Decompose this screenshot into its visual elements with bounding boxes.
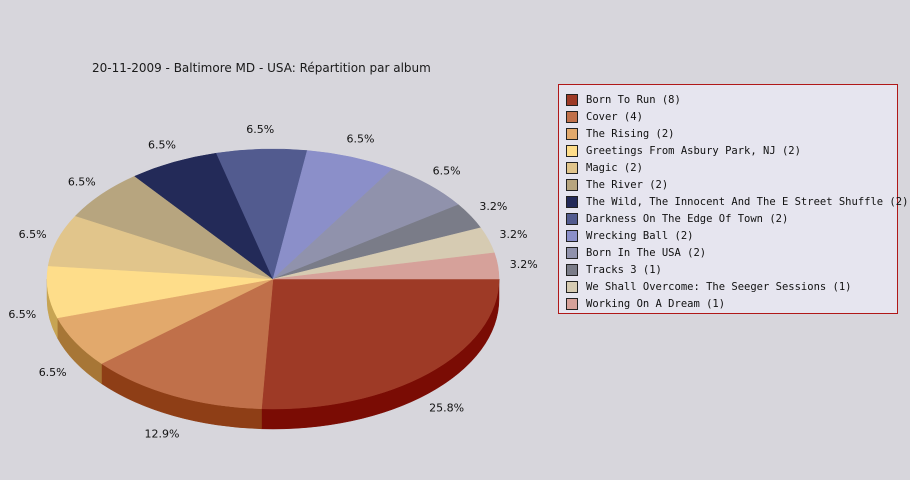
legend-label: Greetings From Asbury Park, NJ (2): [586, 144, 801, 157]
legend-label: We Shall Overcome: The Seeger Sessions (…: [586, 280, 852, 293]
chart-legend: Born To Run (8) Cover (4) The Rising (2) Gr…: [558, 84, 908, 314]
legend-label: Born In The USA (2): [586, 246, 707, 259]
pie-slice: [101, 278, 274, 410]
legend-swatch: [566, 229, 578, 242]
pie-percent-label: 6.5%: [433, 164, 461, 177]
legend-label: Magic (2): [586, 161, 643, 174]
legend-item: Tracks 3 (1): [566, 261, 897, 278]
legend-swatch: [566, 144, 578, 157]
legend-item: Wrecking Ball (2): [566, 227, 897, 244]
pie-percent-label: 6.5%: [347, 132, 375, 145]
pie-percent-label: 3.2%: [499, 228, 527, 241]
legend-swatch: [566, 263, 578, 276]
pie-percent-label: 25.8%: [429, 402, 464, 415]
pie-slice: [272, 252, 500, 280]
legend-swatch: [566, 297, 578, 310]
legend-label: Darkness On The Edge Of Town (2): [586, 212, 789, 225]
legend-label: Cover (4): [586, 110, 643, 123]
legend-swatch: [566, 195, 578, 208]
legend-label: Tracks 3 (1): [586, 263, 662, 276]
legend-item: Born To Run (8): [566, 91, 897, 108]
pie-percent-label: 6.5%: [68, 175, 96, 188]
pie-percent-label: 12.9%: [145, 428, 180, 441]
pie-slice: [261, 278, 500, 410]
legend-swatch: [566, 280, 578, 293]
legend-item: The Rising (2): [566, 125, 897, 142]
legend-swatch: [566, 93, 578, 106]
pie-percent-label: 6.5%: [148, 138, 176, 151]
pie-percent-label: 3.2%: [510, 258, 538, 271]
legend-item: The River (2): [566, 176, 897, 193]
legend-swatch: [566, 110, 578, 123]
pie-slices: [46, 148, 500, 410]
legend-item: Greetings From Asbury Park, NJ (2): [566, 142, 897, 159]
legend-label: The Wild, The Innocent And The E Street …: [586, 195, 909, 208]
legend-label: Working On A Dream (1): [586, 297, 726, 310]
legend-item: Working On A Dream (1): [566, 295, 897, 312]
pie-percent-label: 6.5%: [8, 308, 36, 321]
pie-percent-label: 6.5%: [246, 123, 274, 136]
pie-percent-label: 6.5%: [39, 366, 67, 379]
legend-swatch: [566, 161, 578, 174]
legend-label: Wrecking Ball (2): [586, 229, 694, 242]
legend-label: Born To Run (8): [586, 93, 681, 106]
legend-item: Darkness On The Edge Of Town (2): [566, 210, 897, 227]
pie-percent-label: 3.2%: [479, 200, 507, 213]
pie-percent-label: 6.5%: [19, 228, 47, 241]
legend-item: Born In The USA (2): [566, 244, 897, 261]
legend-swatch: [566, 212, 578, 225]
legend-swatch: [566, 178, 578, 191]
legend-swatch: [566, 127, 578, 140]
pie-labels: 25.8% 12.9% 6.5% 6.5% 6.5% 6.5% 6.5% 6.5% 6.5% 6.…: [8, 123, 537, 440]
legend-swatch: [566, 246, 578, 259]
legend-item: Magic (2): [566, 159, 897, 176]
legend-label: The Rising (2): [586, 127, 675, 140]
legend-item: We Shall Overcome: The Seeger Sessions (…: [566, 278, 897, 295]
chart-title: 20-11-2009 - Baltimore MD - USA: Réparti…: [92, 61, 431, 75]
legend-label: The River (2): [586, 178, 669, 191]
legend-item: The Wild, The Innocent And The E Street …: [566, 193, 908, 210]
legend-item: Cover (4): [566, 108, 897, 125]
